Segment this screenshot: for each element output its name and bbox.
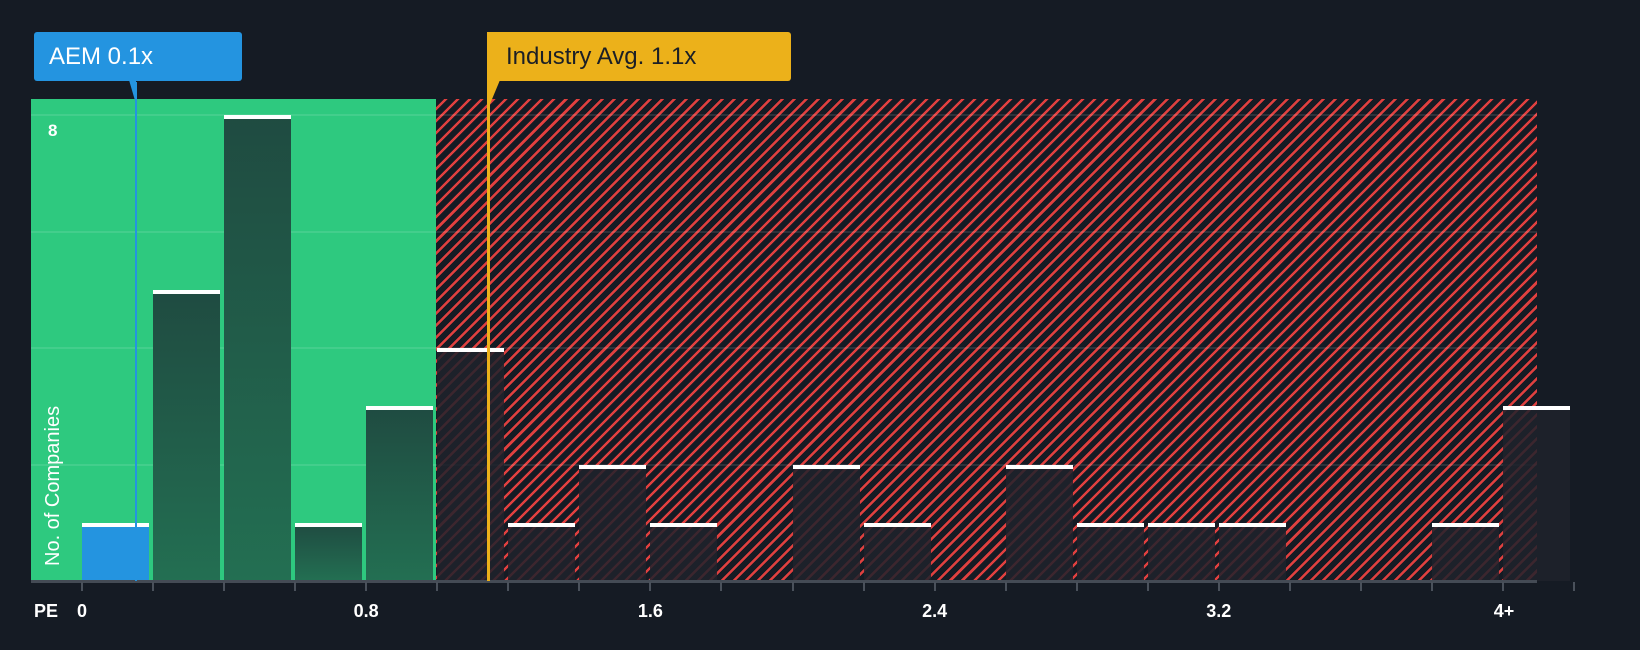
histogram-bar [295, 522, 363, 581]
industry-callout-pointer [490, 80, 500, 104]
x-tick [862, 582, 865, 591]
bar-cap [1218, 522, 1286, 527]
x-tick [1217, 582, 1220, 591]
x-tick [365, 582, 368, 591]
x-axis-line [31, 580, 1537, 583]
histogram-bar [366, 406, 434, 581]
company-callout-pointer [129, 80, 136, 104]
x-tick [152, 582, 155, 591]
histogram-bar [508, 522, 576, 581]
histogram-bar [1431, 522, 1499, 581]
x-tick-label: 0 [76, 601, 88, 621]
bar-cap [579, 464, 647, 469]
histogram-bar [437, 348, 505, 581]
bar-cap [1076, 522, 1144, 527]
x-tick [720, 582, 723, 591]
histogram-bar [863, 522, 931, 581]
bar-cap [295, 522, 363, 527]
company-bar [82, 522, 149, 581]
x-tick [1359, 582, 1362, 591]
bar-cap [650, 522, 718, 527]
histogram-bar [153, 289, 221, 581]
x-tick [1146, 582, 1149, 591]
gridline [31, 230, 1537, 233]
company-callout-label: AEM 0.1x [49, 43, 154, 70]
industry-callout-label: Industry Avg. 1.1x [506, 43, 697, 70]
x-tick [294, 582, 297, 591]
x-tick-label: 1.6 [637, 601, 663, 621]
histogram-bar [1218, 522, 1286, 581]
x-tick [933, 582, 936, 591]
x-tick [1573, 582, 1576, 591]
bar-cap [863, 522, 931, 527]
x-tick [1502, 582, 1504, 591]
gridline [31, 114, 1537, 116]
histogram-bar [650, 522, 718, 581]
x-tick [436, 582, 439, 591]
industry-marker-line [487, 32, 490, 581]
bar-cap [1503, 406, 1570, 411]
histogram-bar [1005, 464, 1073, 581]
x-tick [649, 582, 652, 591]
bar-cap [508, 522, 576, 527]
x-tick [578, 582, 581, 591]
x-tick-label: 3.2 [1206, 601, 1232, 621]
y-tick-label: 8 [48, 121, 58, 140]
histogram-bar [579, 464, 647, 581]
industry-callout: Industry Avg. 1.1x [487, 32, 791, 81]
x-axis-prefix: PE [34, 601, 59, 621]
histogram-bar [1076, 522, 1144, 581]
overvalued-zone [436, 99, 1537, 581]
x-tick [1004, 582, 1007, 591]
x-tick-label: 4+ [1493, 601, 1515, 621]
company-marker-line [135, 82, 137, 581]
bar-cap [1431, 522, 1499, 527]
bar-cap [224, 115, 292, 119]
x-tick-label: 0.8 [353, 601, 379, 621]
x-tick [223, 582, 226, 591]
histogram-bar [1147, 522, 1215, 581]
x-tick [791, 582, 794, 591]
x-tick [1075, 582, 1078, 591]
histogram-bar [792, 464, 860, 581]
y-axis-title: No. of Companies [42, 405, 64, 566]
bar-cap [82, 522, 149, 527]
x-tick [507, 582, 510, 591]
bar-cap [792, 464, 860, 469]
bar-cap [1147, 522, 1215, 527]
x-tick [81, 582, 83, 591]
bar-cap [1005, 464, 1073, 469]
gridline [31, 347, 1537, 349]
histogram-bar [224, 115, 292, 581]
gridline [31, 463, 1537, 466]
company-callout: AEM 0.1x [34, 32, 242, 81]
bar-cap [153, 289, 221, 294]
bar-cap [366, 406, 434, 411]
x-tick [1430, 582, 1433, 591]
x-tick [1288, 582, 1291, 591]
x-tick-label: 2.4 [922, 601, 948, 621]
histogram-bar [1503, 406, 1570, 581]
bar-cap [437, 348, 505, 352]
chart-plot-area [31, 99, 1570, 583]
